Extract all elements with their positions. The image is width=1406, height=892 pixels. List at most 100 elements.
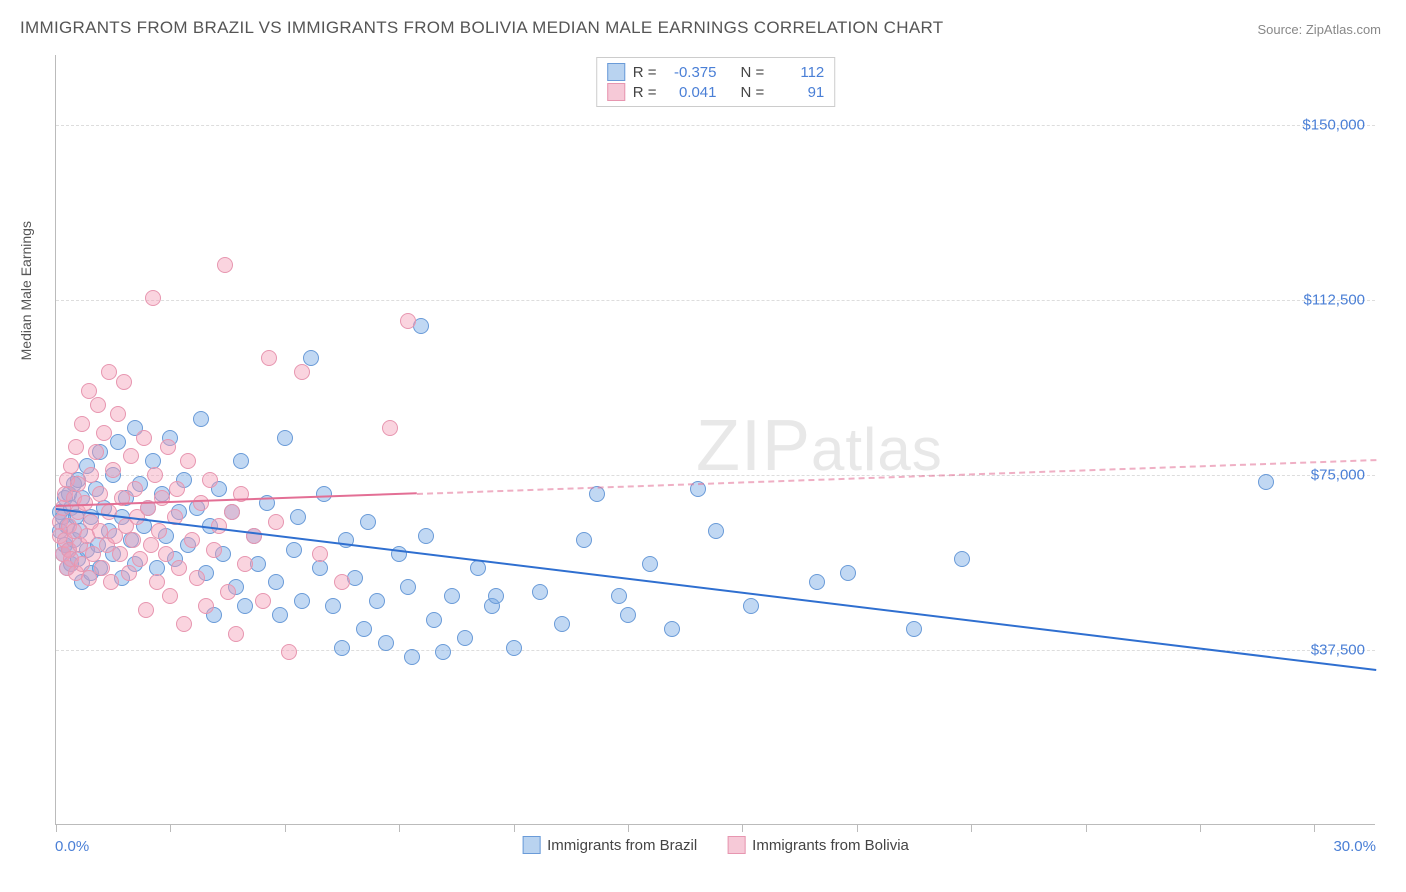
bolivia-point — [334, 574, 350, 590]
brazil-point — [664, 621, 680, 637]
n-value: 91 — [772, 84, 824, 101]
brazil-point — [110, 434, 126, 450]
bolivia-point — [110, 406, 126, 422]
bolivia-point — [176, 616, 192, 632]
brazil-point — [435, 644, 451, 660]
brazil-point — [470, 560, 486, 576]
legend-label: Immigrants from Bolivia — [752, 837, 909, 854]
correlation-chart-container: IMMIGRANTS FROM BRAZIL VS IMMIGRANTS FRO… — [0, 0, 1406, 892]
brazil-point — [708, 523, 724, 539]
brazil-point — [356, 621, 372, 637]
x-tick — [399, 824, 400, 832]
brazil-point — [620, 607, 636, 623]
brazil-point — [312, 560, 328, 576]
r-value: 0.041 — [665, 84, 717, 101]
chart-title: IMMIGRANTS FROM BRAZIL VS IMMIGRANTS FRO… — [20, 18, 943, 38]
brazil-point — [378, 635, 394, 651]
gridline — [56, 300, 1375, 301]
r-label: R = — [633, 64, 657, 81]
brazil-swatch — [607, 63, 625, 81]
bolivia-point — [145, 290, 161, 306]
brazil-point — [611, 588, 627, 604]
bolivia-point — [154, 490, 170, 506]
bolivia-point — [382, 420, 398, 436]
brazil-point — [418, 528, 434, 544]
bolivia-point — [255, 593, 271, 609]
brazil-point — [506, 640, 522, 656]
bolivia-point — [169, 481, 185, 497]
x-axis-start-label: 0.0% — [55, 838, 89, 855]
bolivia-point — [127, 481, 143, 497]
n-value: 112 — [772, 64, 824, 81]
x-tick — [971, 824, 972, 832]
brazil-point — [294, 593, 310, 609]
brazil-point — [576, 532, 592, 548]
x-tick — [56, 824, 57, 832]
bolivia-point — [162, 588, 178, 604]
bolivia-point — [132, 551, 148, 567]
bolivia-point — [90, 397, 106, 413]
brazil-point — [1258, 474, 1274, 490]
brazil-point — [400, 579, 416, 595]
stats-row-brazil: R =-0.375N =112 — [607, 62, 825, 82]
y-tick-label: $37,500 — [1311, 642, 1365, 659]
brazil-point — [906, 621, 922, 637]
bolivia-point — [268, 514, 284, 530]
bolivia-point — [198, 598, 214, 614]
brazil-point — [325, 598, 341, 614]
brazil-point — [233, 453, 249, 469]
bolivia-swatch — [607, 83, 625, 101]
bolivia-swatch — [727, 836, 745, 854]
watermark-zip: ZIP — [696, 406, 811, 486]
y-tick-label: $75,000 — [1311, 467, 1365, 484]
brazil-point — [554, 616, 570, 632]
bolivia-point — [103, 574, 119, 590]
bolivia-point — [68, 439, 84, 455]
bolivia-point — [116, 374, 132, 390]
x-tick — [628, 824, 629, 832]
bolivia-point — [184, 532, 200, 548]
n-label: N = — [741, 64, 765, 81]
bolivia-point — [125, 532, 141, 548]
bolivia-point — [121, 565, 137, 581]
bolivia-point — [138, 602, 154, 618]
watermark-atlas: atlas — [811, 416, 943, 483]
bolivia-point — [136, 430, 152, 446]
bolivia-point — [193, 495, 209, 511]
gridline — [56, 125, 1375, 126]
x-axis-end-label: 30.0% — [1333, 838, 1376, 855]
bolivia-point — [112, 546, 128, 562]
brazil-point — [404, 649, 420, 665]
brazil-point — [488, 588, 504, 604]
bolivia-point — [206, 542, 222, 558]
bolivia-point — [74, 416, 90, 432]
brazil-point — [444, 588, 460, 604]
x-tick — [857, 824, 858, 832]
bolivia-point — [63, 458, 79, 474]
brazil-point — [426, 612, 442, 628]
y-tick-label: $150,000 — [1302, 117, 1365, 134]
brazil-point — [334, 640, 350, 656]
x-tick — [1314, 824, 1315, 832]
x-tick — [170, 824, 171, 832]
bolivia-point — [149, 574, 165, 590]
bolivia-point — [294, 364, 310, 380]
bolivia-point — [123, 448, 139, 464]
bolivia-point — [246, 528, 262, 544]
brazil-point — [954, 551, 970, 567]
brazil-point — [277, 430, 293, 446]
source-credit: Source: ZipAtlas.com — [1257, 22, 1381, 37]
brazil-point — [237, 598, 253, 614]
plot-area: ZIPatlas R =-0.375N =112R = 0.041N = 91 … — [55, 55, 1375, 825]
x-tick — [285, 824, 286, 832]
bolivia-point — [312, 546, 328, 562]
x-tick — [742, 824, 743, 832]
stats-row-bolivia: R = 0.041N = 91 — [607, 82, 825, 102]
bolivia-point — [147, 467, 163, 483]
r-label: R = — [633, 84, 657, 101]
bolivia-trendline — [417, 459, 1376, 495]
x-tick — [1200, 824, 1201, 832]
brazil-point — [290, 509, 306, 525]
y-axis-label: Median Male Earnings — [18, 221, 34, 360]
brazil-swatch — [522, 836, 540, 854]
